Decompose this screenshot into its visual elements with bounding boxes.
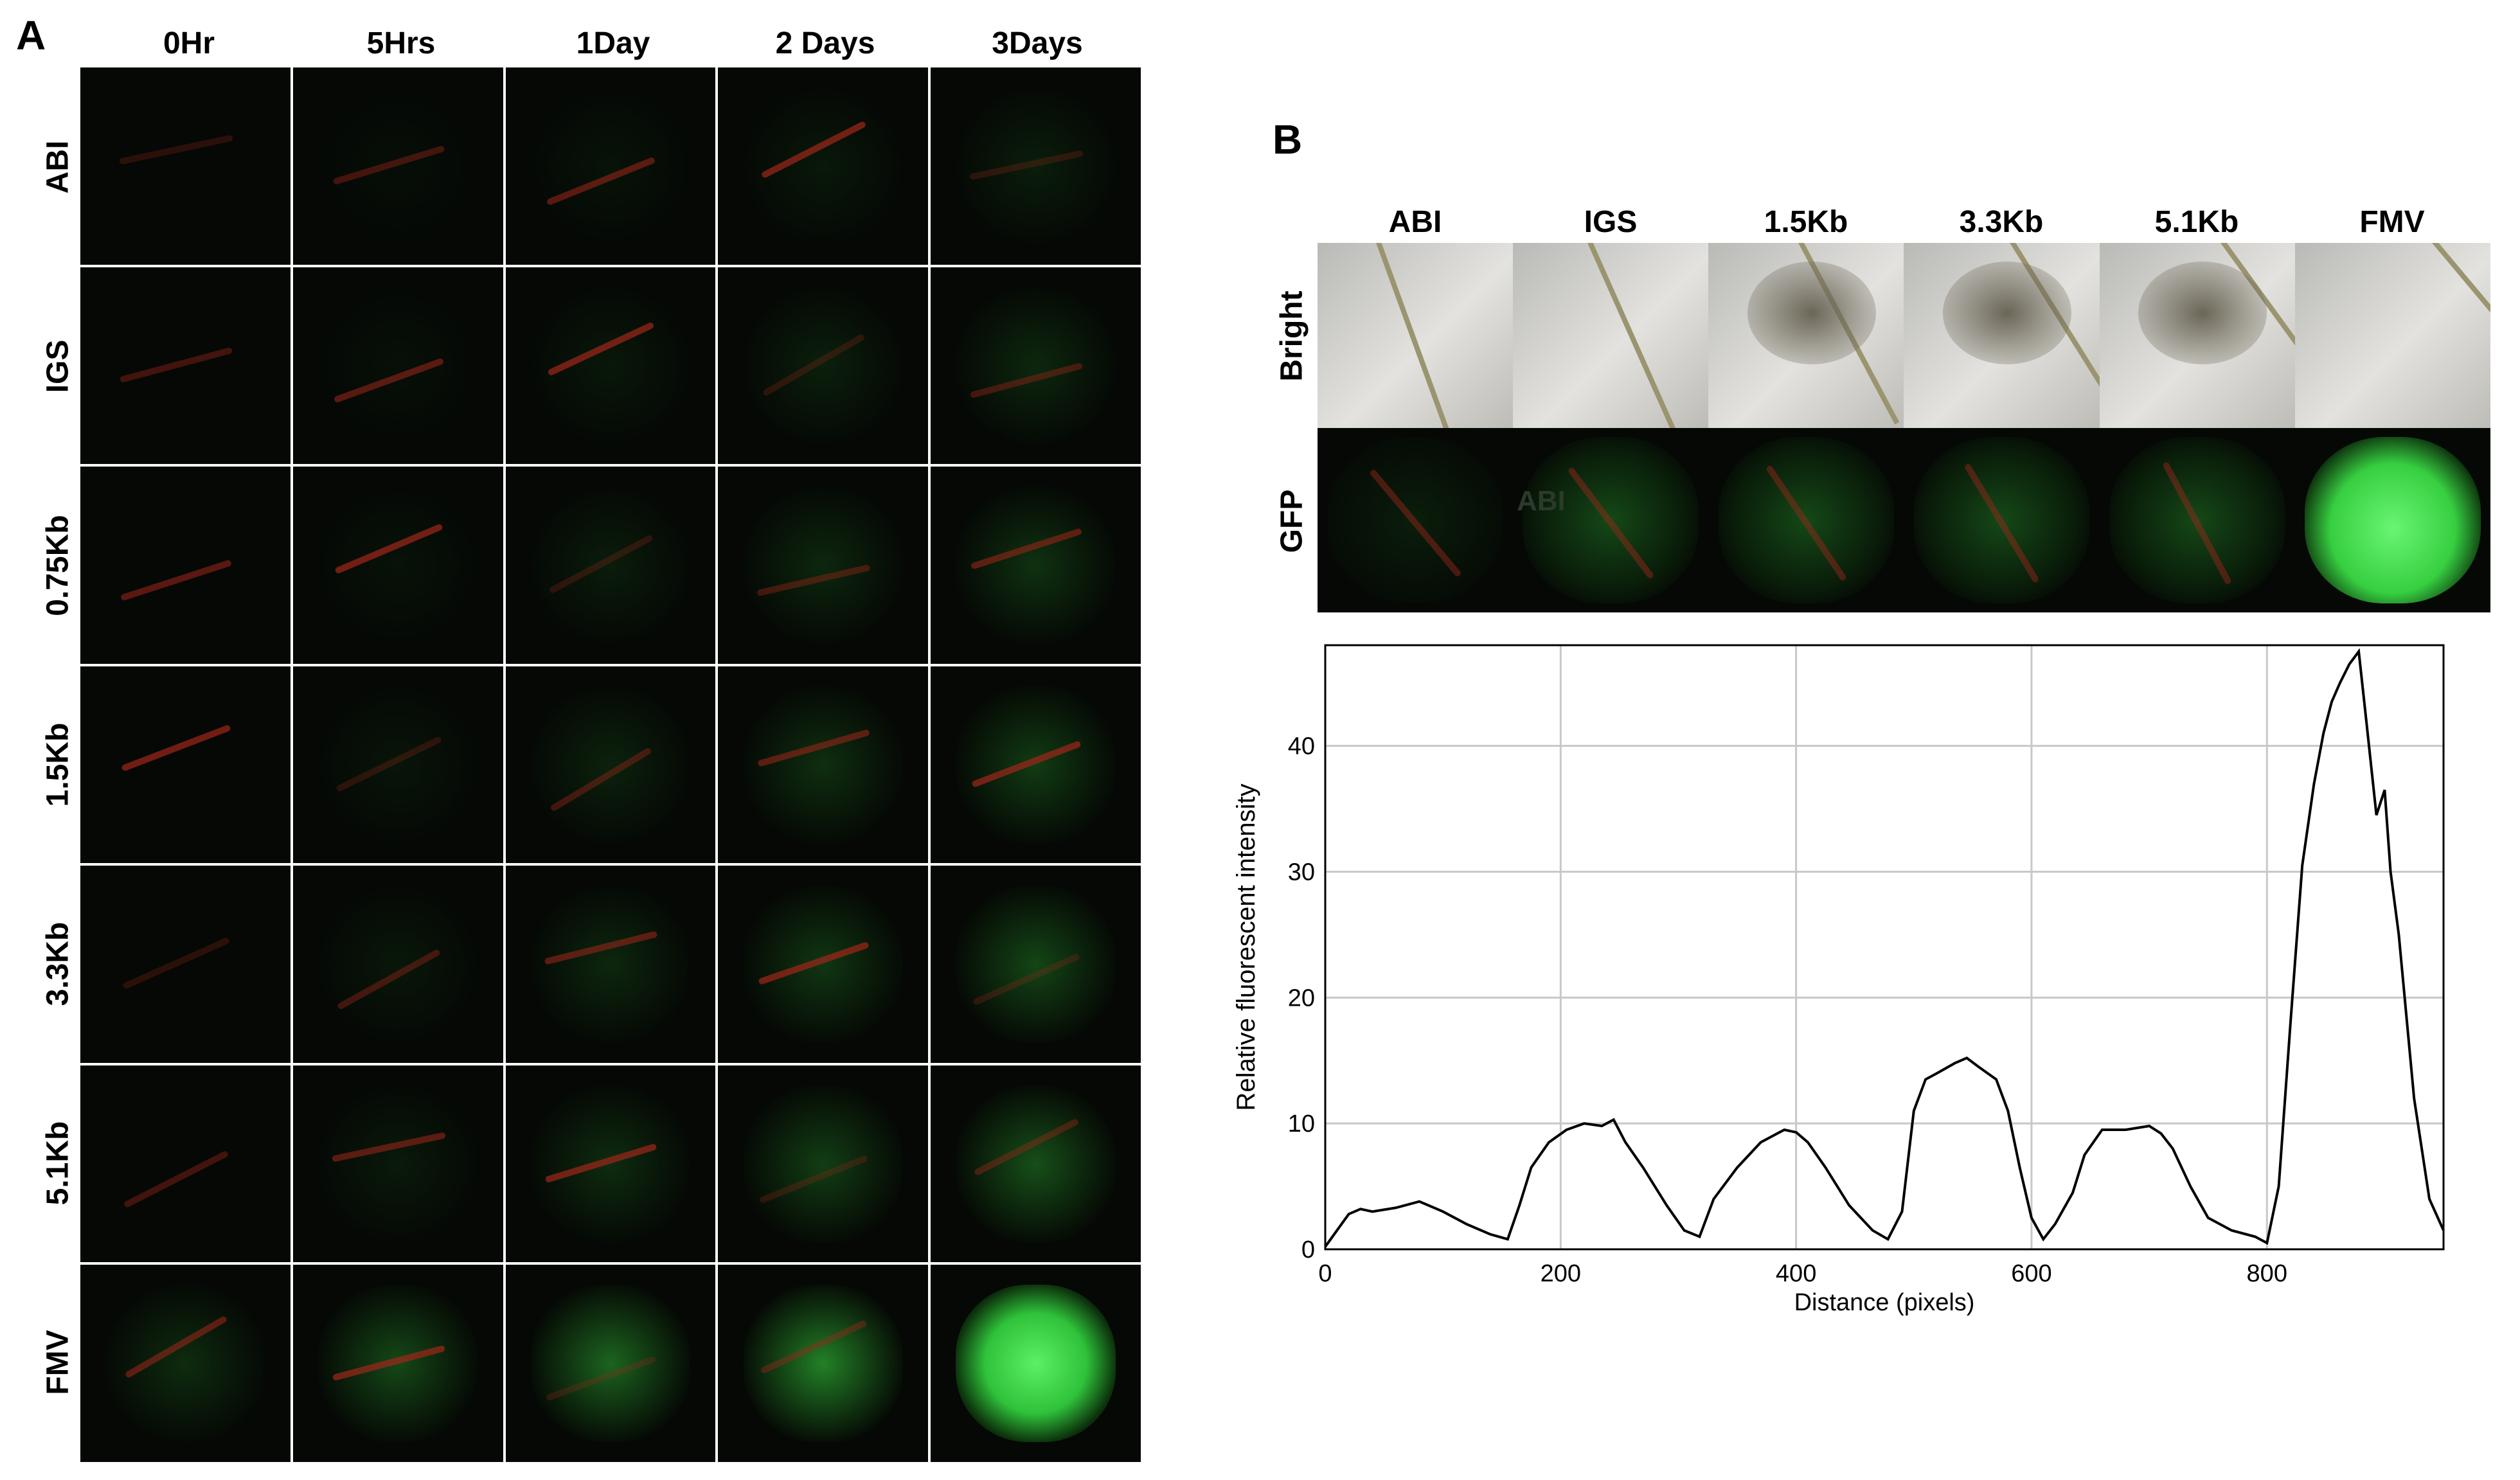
x-tick-label: 0 xyxy=(1318,1260,1332,1287)
gfp-image xyxy=(1513,427,1709,612)
panel-a-image-cell xyxy=(80,866,290,1063)
panel-a-image-cell xyxy=(718,67,929,265)
x-axis-label: Distance (pixels) xyxy=(1794,1289,1975,1316)
bright-field-image xyxy=(1318,243,1514,428)
panel-a-image-cell xyxy=(505,1065,716,1263)
panel-a-image-cell xyxy=(80,1265,290,1462)
panel-a-image-cell xyxy=(292,866,503,1063)
panel-a-image-cell xyxy=(931,1265,1141,1462)
panel-b-column-header: 3.3Kb xyxy=(1959,205,2044,239)
y-axis-label: Relative fluorescent intensity xyxy=(1232,783,1260,1110)
gfp-image xyxy=(1708,427,1904,612)
panel-a-row-header: 3.3Kb xyxy=(40,922,75,1006)
panel-a-image-cell xyxy=(505,467,716,664)
panel-a-image-cell xyxy=(505,866,716,1063)
y-tick-label: 0 xyxy=(1301,1236,1315,1263)
intensity-profile-chart: 0 200 400 600 800 0 10 20 30 40 Distance (pixels)… xyxy=(1232,644,2445,1316)
panel-a-image-cell xyxy=(80,1065,290,1263)
panel-a-image-cell xyxy=(931,467,1141,664)
panel-b-image-grid xyxy=(1318,243,2490,612)
panel-a-image-cell xyxy=(292,267,503,465)
panel-a-image-cell xyxy=(718,666,929,864)
y-tick-label: 20 xyxy=(1288,985,1315,1012)
panel-a-image-cell xyxy=(80,467,290,664)
x-tick-label: 400 xyxy=(1776,1260,1816,1287)
panel-a-image-cell xyxy=(292,1265,503,1462)
panel-a-image-cell xyxy=(931,267,1141,465)
bright-field-image xyxy=(1513,243,1709,428)
panel-b-column-header: 5.1Kb xyxy=(2154,205,2239,239)
gfp-image xyxy=(1904,427,2100,612)
panel-a-image-cell xyxy=(80,666,290,864)
bright-field-image xyxy=(2294,243,2490,428)
gfp-overlay-label: ABI xyxy=(1517,485,1566,517)
panel-a-row-header: 5.1Kb xyxy=(40,1121,75,1206)
panel-a-image-cell xyxy=(718,1265,929,1462)
panel-a-letter: A xyxy=(16,12,46,58)
panel-a-image-cell xyxy=(718,866,929,1063)
y-tick-label: 30 xyxy=(1288,859,1315,886)
panel-a-image-cell xyxy=(931,67,1141,265)
panel-b-letter: B xyxy=(1273,116,1303,163)
chart-gridlines xyxy=(1325,645,2444,1249)
panel-a-image-cell xyxy=(931,866,1141,1063)
panel-b-column-header: 1.5Kb xyxy=(1764,205,1848,239)
panel-a-column-header: 5Hrs xyxy=(366,26,436,60)
panel-a-row-header: ABI xyxy=(40,140,75,194)
panel-a-row-header: 1.5Kb xyxy=(40,722,75,807)
panel-a-image-grid xyxy=(80,67,1141,1462)
panel-a-image-cell xyxy=(292,666,503,864)
panel-a-column-header: 1Day xyxy=(576,26,650,60)
panel-a-image-cell xyxy=(718,467,929,664)
panel-a-column-header: 3Days xyxy=(992,26,1083,60)
panel-a-image-cell xyxy=(505,666,716,864)
panel-b-row-header: GFP xyxy=(1274,489,1309,553)
bright-field-image xyxy=(2099,243,2295,428)
panel-b-row-header: Bright xyxy=(1274,290,1309,382)
panel-a-image-cell xyxy=(931,666,1141,864)
panel-a-column-header: 2 Days xyxy=(775,26,875,60)
panel-a-image-cell xyxy=(505,267,716,465)
gfp-image xyxy=(2099,427,2295,612)
panel-a-column-header: 0Hr xyxy=(163,26,215,60)
x-tick-label: 800 xyxy=(2247,1260,2287,1287)
panel-b-column-header: IGS xyxy=(1584,205,1638,239)
panel-b-column-header: FMV xyxy=(2359,205,2425,239)
panel-a-image-cell xyxy=(292,67,503,265)
plot-frame xyxy=(1324,644,2445,1251)
panel-a-row-header: FMV xyxy=(40,1330,75,1395)
panel-a-image-cell xyxy=(292,467,503,664)
panel-a-image-cell xyxy=(80,267,290,465)
panel-a-image-cell xyxy=(505,67,716,265)
panel-b-column-header: ABI xyxy=(1388,205,1442,239)
panel-a-image-cell xyxy=(292,1065,503,1263)
panel-a-row-header: IGS xyxy=(40,339,75,393)
panel-a-row-header: 0.75Kb xyxy=(40,515,75,616)
bright-field-image xyxy=(1708,243,1904,428)
panel-a-image-cell xyxy=(931,1065,1141,1263)
x-tick-label: 200 xyxy=(1541,1260,1581,1287)
panel-a-image-cell xyxy=(718,1065,929,1263)
panel-a-image-cell xyxy=(80,67,290,265)
y-tick-label: 10 xyxy=(1288,1110,1315,1137)
bright-field-image xyxy=(1904,243,2100,428)
x-tick-label: 600 xyxy=(2011,1260,2051,1287)
gfp-image xyxy=(1318,427,1514,612)
intensity-line xyxy=(1324,648,2445,1248)
gfp-image xyxy=(2294,427,2490,612)
panel-a-image-cell xyxy=(505,1265,716,1462)
y-tick-label: 40 xyxy=(1288,733,1315,760)
panel-a-image-cell xyxy=(718,267,929,465)
